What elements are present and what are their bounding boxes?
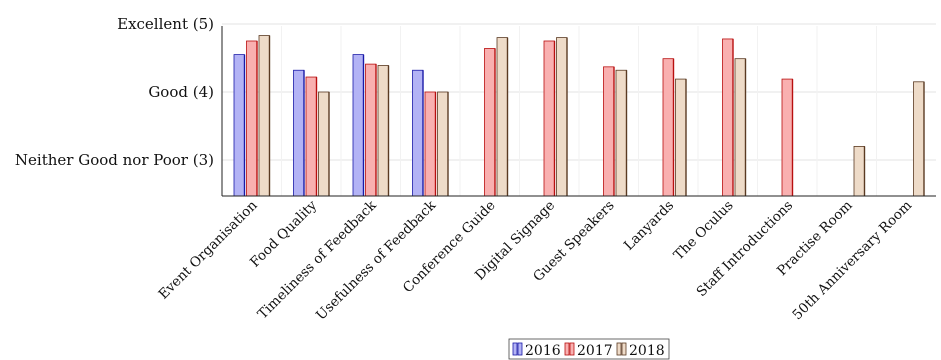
bar-2017-5 bbox=[543, 40, 555, 197]
bars bbox=[233, 35, 925, 197]
axes bbox=[221, 26, 936, 197]
bar-2017-6 bbox=[603, 66, 615, 197]
y-tick-label: Excellent (5) bbox=[117, 15, 214, 33]
x-tick-label: The Oculus bbox=[671, 197, 737, 263]
y-tick-label: Good (4) bbox=[148, 83, 214, 101]
bar-2017-1 bbox=[305, 76, 317, 197]
x-tick-label: Event Organisation bbox=[155, 197, 260, 302]
bar-2016-0 bbox=[233, 54, 245, 197]
bar-2018-11 bbox=[913, 81, 925, 197]
x-tick-label: Usefulness of Feedback bbox=[313, 197, 440, 324]
legend-label-2017: 2017 bbox=[577, 343, 613, 359]
bar-2018-7 bbox=[675, 78, 687, 197]
bar-2018-10 bbox=[853, 145, 865, 197]
bar-2017-7 bbox=[662, 58, 674, 197]
legend-swatch-2018 bbox=[616, 342, 622, 356]
bar-2016-3 bbox=[412, 69, 424, 197]
legend-swatch-2016 bbox=[517, 342, 523, 356]
bar-2018-6 bbox=[615, 69, 627, 197]
legend-label-2018: 2018 bbox=[629, 343, 665, 359]
legend-swatch-2016 bbox=[512, 342, 518, 356]
bar-2018-5 bbox=[556, 37, 568, 197]
x-tick-label: Timeliness of Feedback bbox=[255, 197, 381, 323]
bar-2018-8 bbox=[734, 58, 746, 197]
bar-2017-2 bbox=[365, 63, 377, 197]
bar-2016-1 bbox=[293, 69, 305, 197]
bar-2018-2 bbox=[377, 65, 389, 197]
bar-2017-3 bbox=[424, 91, 436, 197]
legend-swatch-2017 bbox=[564, 342, 570, 356]
bar-2018-3 bbox=[437, 91, 449, 197]
bar-2017-9 bbox=[781, 78, 793, 197]
legend-frame bbox=[508, 338, 670, 360]
y-tick-label: Neither Good nor Poor (3) bbox=[15, 151, 214, 169]
bar-2016-2 bbox=[352, 54, 364, 197]
y-tick-labels: Neither Good nor Poor (3) Good (4) Excelle… bbox=[15, 15, 214, 169]
grid-lines bbox=[222, 23, 936, 196]
bar-2018-1 bbox=[318, 91, 330, 197]
bar-2017-0 bbox=[246, 40, 258, 197]
legend: 2016 2017 2018 bbox=[508, 338, 670, 360]
bar-2018-0 bbox=[258, 35, 270, 197]
bar-2017-4 bbox=[484, 48, 496, 197]
x-tick-label: Lanyards bbox=[621, 197, 677, 253]
bar-2017-8 bbox=[722, 38, 734, 197]
x-tick-label: 50th Anniversary Room bbox=[789, 197, 915, 323]
legend-label-2016: 2016 bbox=[525, 343, 561, 359]
bar-2018-4 bbox=[496, 37, 508, 197]
legend-swatch-2018 bbox=[621, 342, 627, 356]
legend-swatch-2017 bbox=[569, 342, 575, 356]
